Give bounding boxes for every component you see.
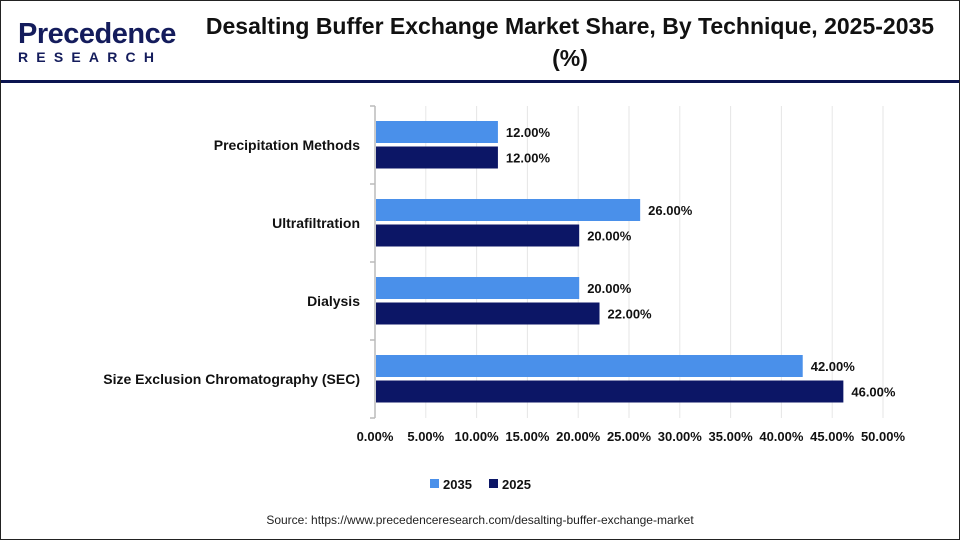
bar-2025 [376, 224, 580, 247]
data-label: 26.00% [648, 203, 693, 218]
x-tick-label: 5.00% [407, 429, 444, 444]
bar-2035 [376, 355, 803, 377]
data-label: 20.00% [587, 281, 632, 296]
legend-swatch-2035 [430, 479, 439, 488]
logo-subtext: RESEARCH [18, 49, 163, 65]
data-label: 12.00% [506, 125, 551, 140]
x-tick-label: 0.00% [357, 429, 394, 444]
bar-2025 [376, 146, 498, 169]
x-tick-label: 30.00% [658, 429, 703, 444]
source-text: Source: https://www.precedenceresearch.c… [266, 513, 694, 527]
data-label: 20.00% [587, 229, 632, 244]
x-tick-label: 40.00% [759, 429, 804, 444]
category-label: Size Exclusion Chromatography (SEC) [103, 371, 360, 387]
category-label: Precipitation Methods [214, 137, 360, 153]
legend-label: 2035 [443, 477, 472, 492]
bar-2035 [376, 199, 641, 221]
legend-label: 2025 [502, 477, 531, 492]
logo: Precedence RESEARCH [18, 18, 176, 66]
x-tick-label: 50.00% [861, 429, 906, 444]
data-label: 42.00% [811, 359, 856, 374]
x-tick-label: 20.00% [556, 429, 601, 444]
x-tick-label: 25.00% [607, 429, 652, 444]
data-label: 46.00% [851, 385, 896, 400]
x-tick-label: 45.00% [810, 429, 855, 444]
data-label: 12.00% [506, 151, 551, 166]
x-tick-label: 10.00% [455, 429, 500, 444]
bar-2035 [376, 277, 580, 299]
data-label: 22.00% [608, 307, 653, 322]
header-divider [1, 80, 959, 83]
logo-text: Precedence [18, 18, 176, 50]
legend-swatch-2025 [489, 479, 498, 488]
category-label: Ultrafiltration [272, 215, 360, 231]
bar-2025 [376, 380, 844, 403]
x-tick-label: 15.00% [505, 429, 550, 444]
chart-title: Desalting Buffer Exchange Market Share, … [205, 13, 935, 71]
category-label: Dialysis [307, 293, 360, 309]
x-tick-label: 35.00% [709, 429, 754, 444]
bar-2035 [376, 121, 498, 143]
bar-2025 [376, 302, 600, 325]
